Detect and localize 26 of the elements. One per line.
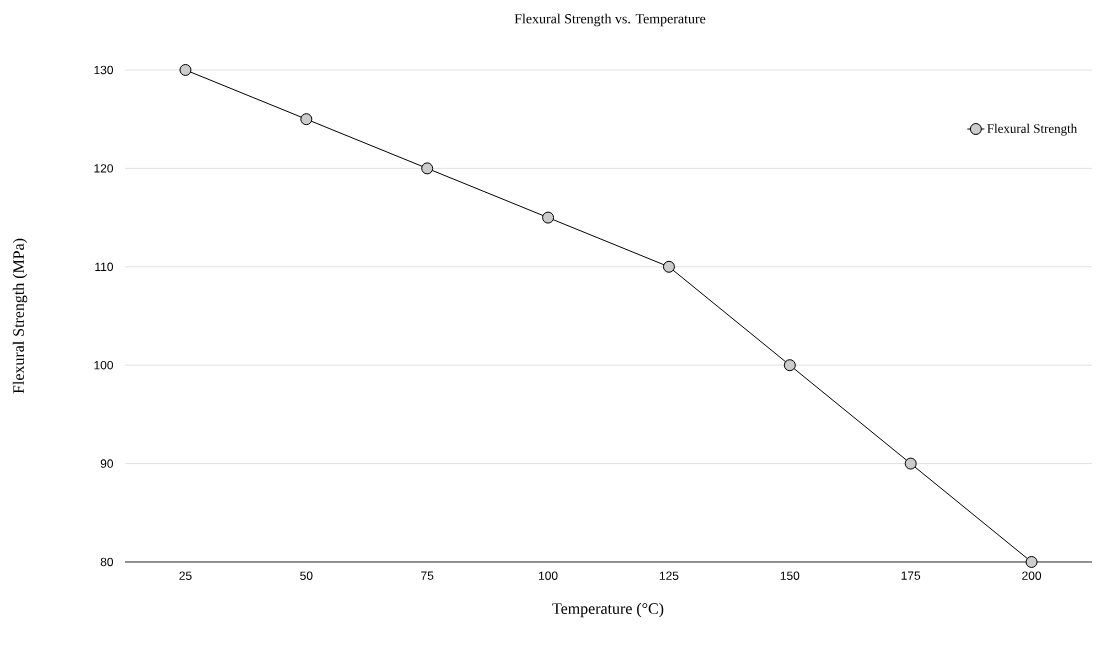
x-axis-title: Temperature (°C) — [552, 602, 664, 618]
point — [179, 63, 192, 76]
x-tick-label: 150 — [780, 571, 800, 580]
x-tick-label: 100 — [539, 571, 558, 580]
y-tick-label: 100 — [94, 360, 114, 370]
legend-label: Flexural Strength — [987, 123, 1078, 136]
x-tick-label: 25 — [179, 571, 192, 580]
chart-title: Flexural Strength vs. Temperature — [514, 13, 706, 27]
y-axis-title: Flexural Strength (MPa) — [12, 238, 28, 394]
point — [421, 162, 434, 175]
y-tick-label: 80 — [100, 557, 114, 567]
x-tick-label: 200 — [1022, 571, 1042, 580]
point — [542, 211, 555, 224]
y-tick-label: 130 — [94, 65, 114, 75]
y-tick-label: 90 — [100, 459, 114, 468]
x-tick-label: 50 — [300, 571, 313, 580]
point — [1025, 555, 1038, 568]
x-tick-label: 175 — [901, 571, 921, 580]
y-tick-label: 110 — [95, 262, 114, 272]
y-tick-label: 120 — [94, 164, 114, 173]
x-tick-label: 75 — [421, 571, 434, 580]
point — [300, 113, 313, 126]
point — [783, 359, 796, 372]
point — [662, 260, 675, 273]
point — [904, 457, 917, 470]
x-tick-label: 125 — [659, 571, 679, 580]
